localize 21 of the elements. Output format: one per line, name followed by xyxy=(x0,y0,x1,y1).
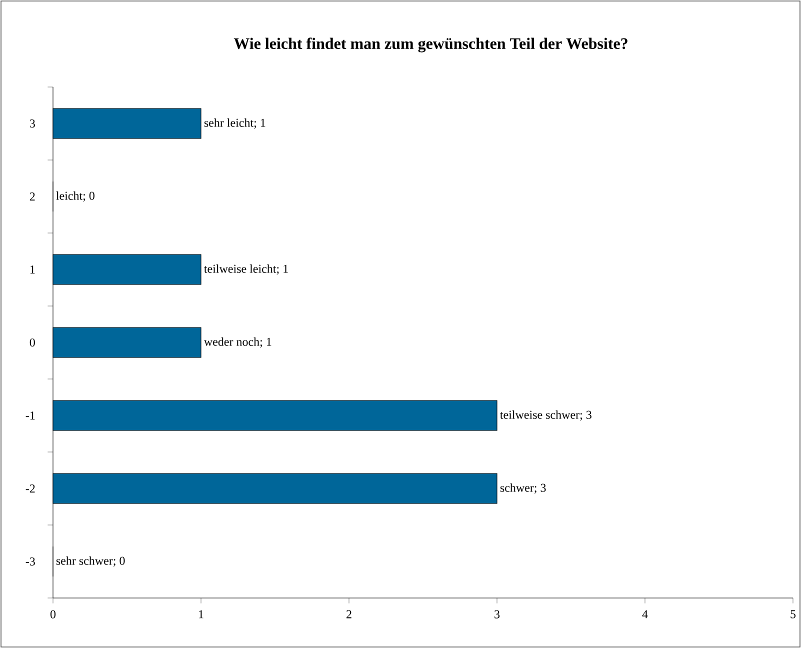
y-tick-label: -2 xyxy=(26,484,35,492)
x-tick-label: 1 xyxy=(199,610,204,618)
data-label: leicht; 0 xyxy=(56,191,94,202)
data-label: sehr leicht; 1 xyxy=(204,118,266,129)
y-tick-label: 0 xyxy=(30,338,35,347)
data-label: teilweise leicht; 1 xyxy=(204,264,288,275)
chart-title: Wie leicht findet man zum gewünschten Teil der Website? xyxy=(234,38,628,52)
y-tick-label: 3 xyxy=(30,119,35,128)
y-tick-label: -3 xyxy=(26,557,35,566)
y-tick-label: -1 xyxy=(26,412,35,420)
data-label: schwer; 3 xyxy=(500,483,546,494)
y-tick-label: 2 xyxy=(30,192,35,200)
data-label: weder noch; 1 xyxy=(204,337,272,348)
x-tick-label: 3 xyxy=(494,610,500,618)
x-tick-label: 0 xyxy=(50,610,56,618)
data-label: teilweise schwer; 3 xyxy=(500,410,592,421)
y-tick-label: 1 xyxy=(30,266,35,274)
x-tick-label: 5 xyxy=(790,610,796,618)
x-tick-label: 2 xyxy=(346,610,352,618)
data-label: sehr schwer; 0 xyxy=(56,556,125,567)
x-tick-label: 4 xyxy=(642,610,648,618)
